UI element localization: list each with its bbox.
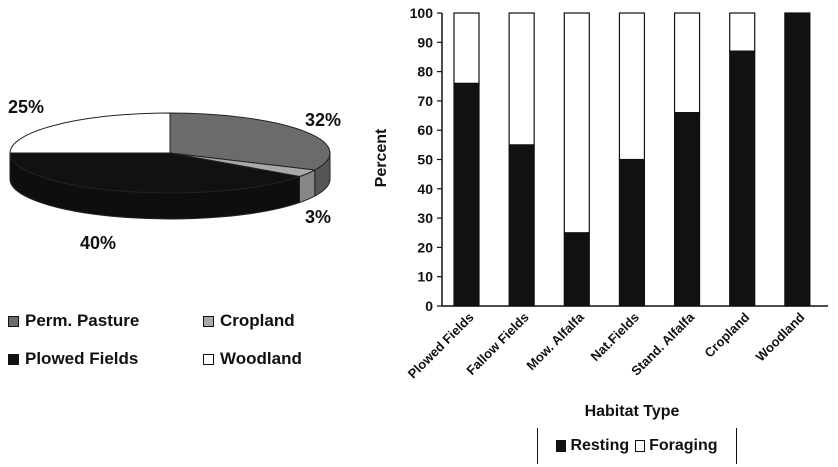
- bar-series: [453, 12, 811, 307]
- legend-item-cropland: Cropland: [203, 311, 295, 331]
- bar-foraging-cropland: [729, 12, 756, 52]
- x-tick-label-woodland: Woodland: [753, 309, 808, 364]
- legend-label-cropland: Cropland: [220, 311, 295, 330]
- y-axis-label: Percent: [373, 128, 390, 187]
- bar-foraging-mow-alfalfa: [563, 12, 590, 234]
- bar-chart: 0 10 20 30 40 50 60 70 80 90 100 Plowed FieldsFall…: [373, 5, 828, 420]
- legend-swatch-cropland: [203, 315, 214, 327]
- legend-swatch-perm-pasture: [8, 315, 19, 327]
- y-tick-label-50: 50: [417, 152, 433, 168]
- x-axis-label: Habitat Type: [585, 403, 680, 420]
- y-tick-label-60: 60: [417, 122, 433, 138]
- pie-label-cropland: 3%: [305, 207, 331, 227]
- y-tick-label-10: 10: [417, 269, 433, 285]
- pie-slice-woodland: [9, 112, 171, 154]
- bar-resting-plowed-fields: [453, 82, 480, 307]
- legend-label-foraging: Foraging: [649, 437, 718, 454]
- legend-label-plowed-fields: Plowed Fields: [25, 349, 139, 368]
- bar-foraging-stand-alfalfa: [673, 12, 701, 114]
- pie-label-woodland: 25%: [8, 97, 44, 117]
- legend-swatch-resting: [556, 440, 567, 452]
- legend-label-woodland: Woodland: [220, 349, 302, 368]
- bar-resting-cropland: [729, 50, 756, 307]
- y-tick-label-0: 0: [425, 298, 433, 314]
- legend-label-perm-pasture: Perm. Pasture: [25, 311, 140, 330]
- pie-chart: 32% 3% 40% 25%: [8, 97, 341, 253]
- bar-resting-nat-fields: [618, 158, 646, 307]
- pie-legend: Perm. Pasture Cropland Plowed Fields Woo…: [8, 302, 302, 378]
- legend-label-resting: Resting: [570, 437, 630, 454]
- pie-slices: [9, 112, 331, 220]
- y-tick-label-30: 30: [417, 210, 433, 226]
- bar-foraging-fallow-fields: [508, 12, 535, 146]
- x-tick-label-mow-alfalfa: Mow. Alfalfa: [523, 309, 587, 373]
- pie-slice-plowed-fields: [9, 152, 302, 194]
- pie-slice-perm-pasture: [169, 112, 331, 171]
- legend-item-woodland: Woodland: [203, 349, 302, 369]
- bar-foraging-nat-fields: [618, 12, 646, 161]
- legend-item-plowed-fields: Plowed Fields: [8, 349, 203, 369]
- legend-item-foraging: Foraging: [635, 437, 718, 455]
- legend-swatch-foraging: [635, 440, 646, 452]
- bar-foraging-plowed-fields: [453, 12, 480, 84]
- bar-resting-mow-alfalfa: [563, 232, 590, 307]
- y-axis: 0 10 20 30 40 50 60 70 80 90 100: [410, 5, 443, 314]
- bar-resting-woodland: [784, 12, 811, 307]
- legend-item-resting: Resting: [556, 437, 629, 455]
- x-tick-label-nat-fields: Nat.Fields: [588, 310, 643, 365]
- y-tick-label-70: 70: [417, 93, 433, 109]
- pie-label-plowed-fields: 40%: [80, 233, 116, 253]
- legend-swatch-plowed-fields: [8, 353, 19, 365]
- legend-item-perm-pasture: Perm. Pasture: [8, 311, 203, 331]
- bar-legend: Resting Foraging: [537, 428, 737, 464]
- y-tick-label-20: 20: [417, 239, 433, 255]
- y-tick-label-90: 90: [417, 34, 433, 50]
- y-tick-label-40: 40: [417, 181, 433, 197]
- pie-label-perm-pasture: 32%: [305, 110, 341, 130]
- x-tick-label-cropland: Cropland: [701, 309, 752, 360]
- bar-resting-stand-alfalfa: [673, 112, 701, 307]
- legend-swatch-woodland: [203, 353, 214, 365]
- y-tick-label-80: 80: [417, 64, 433, 80]
- bar-resting-fallow-fields: [508, 144, 535, 307]
- y-tick-label-100: 100: [410, 5, 434, 21]
